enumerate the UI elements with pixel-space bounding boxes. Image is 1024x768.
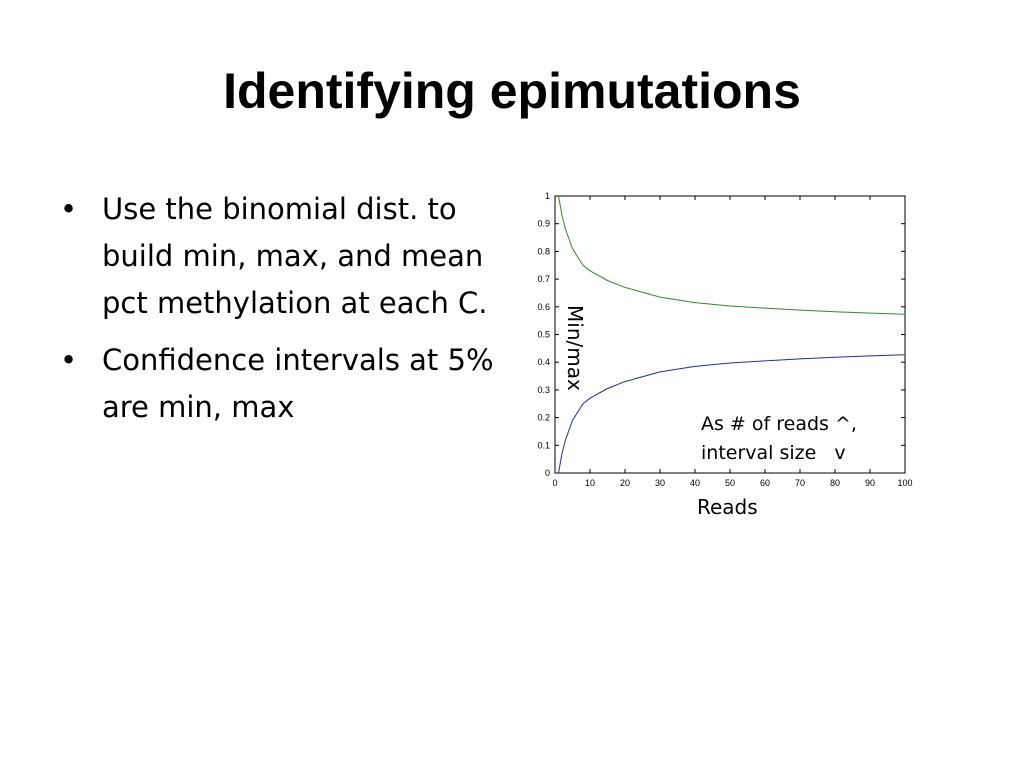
annotation-line: interval size v [701, 442, 846, 464]
x-tick-label: 20 [620, 478, 630, 488]
y-tick-label: 0.4 [537, 357, 550, 367]
x-tick-label: 10 [585, 478, 595, 488]
x-tick-label: 50 [725, 478, 735, 488]
x-axis-label: Reads [697, 495, 758, 519]
y-tick-label: 0.2 [537, 413, 550, 423]
bullet-text: Use the binomial dist. to build min, max… [102, 192, 488, 320]
x-tick-label: 80 [830, 478, 840, 488]
x-tick-label: 30 [655, 478, 665, 488]
y-tick-label: 0 [545, 468, 550, 478]
slide-title: Identifying epimutations [223, 63, 801, 119]
x-tick-label: 0 [552, 478, 557, 488]
bullet-list: • Use the binomial dist. to build min, m… [60, 186, 500, 441]
y-tick-label: 1 [545, 191, 550, 201]
min-max-chart: 0 10 20 30 40 50 60 70 80 90 100 0 0.1 0.2 0.3 0.4 0.5 0.… [537, 191, 912, 488]
x-tick-label: 40 [690, 478, 700, 488]
y-tick-label: 0.3 [537, 385, 550, 395]
y-tick-label: 0.6 [537, 302, 550, 312]
series-line-lower [558, 354, 906, 474]
annotation-line: As # of reads ^, [701, 413, 857, 435]
chart-annotation: As # of reads ^, interval size v [701, 410, 857, 468]
y-tick-label: 0.7 [537, 274, 550, 284]
bullet-item: • Use the binomial dist. to build min, m… [60, 186, 500, 327]
y-tick-label: 0.8 [537, 246, 550, 256]
y-axis-label: Min/max [563, 305, 587, 391]
bullet-item: • Confidence intervals at 5% are min, ma… [60, 337, 500, 431]
x-tick-label: 60 [760, 478, 770, 488]
y-tick-label: 0.9 [537, 219, 550, 229]
plot-area [554, 195, 906, 474]
y-tick-label: 0.5 [537, 330, 550, 340]
bullet-text: Confidence intervals at 5% are min, max [102, 343, 494, 424]
y-tick-label: 0.1 [537, 440, 550, 450]
bullet-dot: • [60, 343, 78, 377]
x-tick-label: 100 [897, 478, 912, 488]
bullet-dot: • [60, 192, 78, 226]
x-tick-label: 70 [795, 478, 805, 488]
x-tick-label: 90 [865, 478, 875, 488]
series-line-upper [558, 195, 906, 315]
